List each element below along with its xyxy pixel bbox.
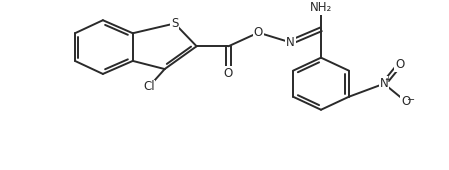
Text: O: O xyxy=(395,58,405,71)
Text: Cl: Cl xyxy=(143,80,154,94)
Text: O: O xyxy=(401,95,410,108)
Text: NH₂: NH₂ xyxy=(310,1,332,14)
Text: +: + xyxy=(384,75,392,84)
Text: N: N xyxy=(379,77,388,90)
Text: O: O xyxy=(254,26,263,39)
Text: N: N xyxy=(286,36,295,49)
Text: −: − xyxy=(407,95,415,105)
Text: O: O xyxy=(224,67,233,80)
Text: S: S xyxy=(171,17,178,30)
